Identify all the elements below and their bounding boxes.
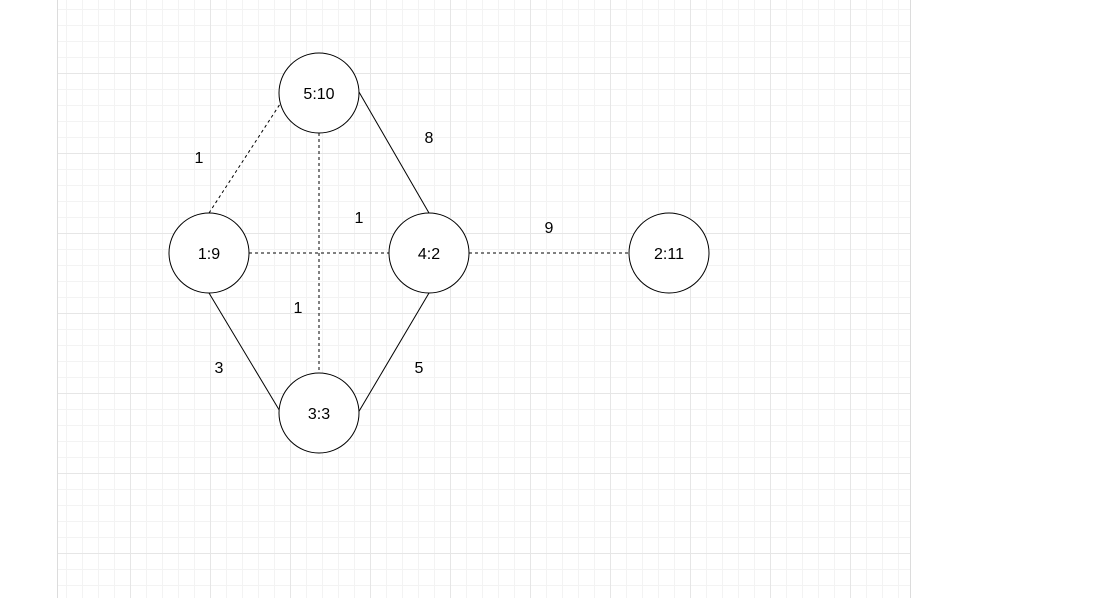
node-4[interactable]: 4:2	[388, 212, 470, 294]
edge-1-4[interactable]: 1	[249, 210, 389, 254]
edge-1-5[interactable]: 1	[195, 100, 283, 214]
edge-weight-label: 9	[545, 220, 554, 237]
edge-weight-label: 5	[415, 360, 424, 377]
node-5[interactable]: 5:10	[278, 52, 360, 134]
edge-weight-label: 8	[425, 130, 434, 147]
node-label: 3:3	[308, 406, 330, 423]
graph-diagram: 1 8 1 1 9 3 5	[168, 52, 710, 454]
edge-1-3[interactable]: 3	[208, 292, 282, 414]
node-label: 4:2	[418, 246, 440, 263]
edge-4-2[interactable]: 9	[469, 220, 629, 254]
edge-4-3[interactable]: 5	[357, 292, 430, 414]
edge-5-3[interactable]: 1	[294, 133, 320, 373]
edge-5-4[interactable]: 8	[358, 91, 434, 214]
node-3[interactable]: 3:3	[278, 372, 360, 454]
edge-weight-label: 1	[355, 210, 364, 227]
node-1[interactable]: 1:9	[168, 212, 250, 294]
grid-canvas[interactable]: 1 8 1 1 9 3 5	[57, 0, 911, 598]
node-label: 2:11	[654, 246, 684, 263]
edge-weight-label: 3	[215, 360, 224, 377]
node-label: 1:9	[198, 246, 220, 263]
edge-weight-label: 1	[195, 150, 204, 167]
node-2[interactable]: 2:11	[628, 212, 710, 294]
node-label: 5:10	[303, 86, 334, 103]
edge-weight-label: 1	[294, 300, 303, 317]
